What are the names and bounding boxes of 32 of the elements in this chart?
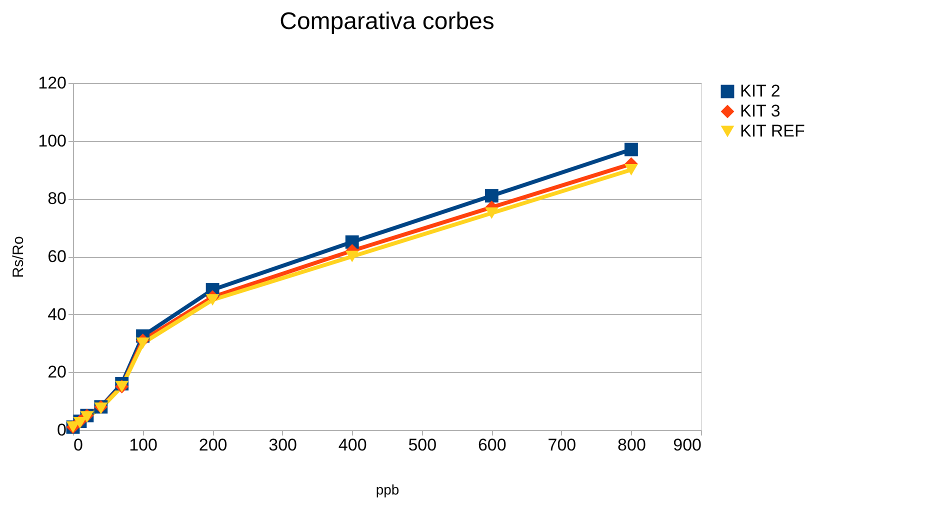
- point: [345, 250, 359, 262]
- y-tick-label: 80: [48, 189, 66, 208]
- legend-label: KIT 2: [740, 82, 780, 100]
- x-tick-label: 800: [618, 436, 646, 454]
- point: [136, 337, 150, 350]
- x-tick-label: 600: [478, 436, 506, 454]
- x-tick-label: 700: [548, 436, 576, 454]
- y-tick-label: 60: [48, 247, 66, 266]
- x-axis-title: ppb: [376, 482, 400, 498]
- x-tick-label: 200: [198, 436, 228, 454]
- point: [624, 164, 638, 176]
- legend-label: KIT 3: [740, 102, 780, 120]
- point: [80, 411, 94, 423]
- x-tick-label: 500: [408, 436, 437, 454]
- point: [94, 402, 108, 414]
- chart-title: Comparativa corbes: [280, 8, 494, 35]
- point: [484, 207, 498, 219]
- x-tick-label: 100: [129, 436, 158, 454]
- y-axis-title: Rs/Ro: [10, 236, 28, 278]
- x-tick-label: 400: [338, 436, 367, 454]
- point: [624, 142, 638, 156]
- y-tick-label: 0: [57, 420, 66, 440]
- point: [484, 189, 498, 202]
- y-tick-label: 20: [48, 362, 66, 382]
- x-tick-label: 900: [673, 436, 702, 454]
- y-tick-label: 40: [48, 304, 66, 324]
- y-tick-label: 100: [38, 131, 66, 150]
- point: [206, 294, 220, 306]
- x-tick-label: 0: [74, 436, 83, 454]
- y-tick-label: 120: [38, 74, 66, 92]
- x-tick-label: 300: [268, 436, 298, 454]
- legend-label: KIT REF: [740, 122, 805, 140]
